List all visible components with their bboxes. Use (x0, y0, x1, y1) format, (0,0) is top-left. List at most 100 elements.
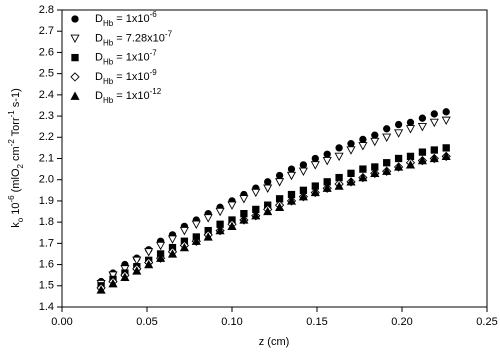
data-point (441, 151, 451, 161)
data-point (383, 125, 391, 133)
data-point (322, 183, 332, 192)
data-point (299, 161, 308, 169)
data-point (346, 146, 356, 155)
data-point (191, 220, 201, 230)
data-point (417, 155, 427, 165)
data-point (263, 206, 273, 216)
data-point (275, 178, 285, 187)
y-tick-label: 1.6 (39, 258, 54, 270)
data-point (264, 178, 272, 186)
data-point (310, 187, 320, 197)
legend-label: DHb = 1x10-6 (95, 10, 157, 28)
data-point (347, 169, 355, 177)
data-point (359, 135, 367, 144)
x-tick-label: 0.25 (476, 316, 497, 328)
data-point (441, 116, 451, 126)
legend-label: DHb = 1x10-7 (95, 48, 157, 66)
y-tick-label: 2.6 (39, 46, 54, 58)
data-point (251, 211, 261, 220)
data-point (144, 259, 154, 269)
legend-marker (70, 72, 80, 82)
data-point (156, 253, 166, 262)
y-tick-label: 2.3 (39, 110, 54, 122)
data-point (132, 266, 142, 275)
data-point (167, 249, 178, 258)
data-point (227, 201, 237, 210)
legend-label: DHb = 1x10-12 (95, 87, 162, 105)
legend-label: DHb = 7.28x10-7 (95, 29, 173, 47)
data-point (347, 139, 355, 148)
data-point (108, 278, 118, 288)
x-tick-label: 0.05 (136, 316, 157, 328)
data-point (346, 177, 356, 186)
data-point (310, 161, 320, 170)
data-point (251, 188, 261, 198)
data-point (358, 142, 368, 151)
y-tick-label: 1.5 (39, 280, 54, 292)
data-point (96, 285, 106, 294)
data-point (394, 129, 404, 138)
y-tick-label: 1.9 (39, 195, 54, 207)
legend-marker (71, 15, 79, 23)
y-tick-label: 2.1 (39, 152, 54, 164)
y-tick-label: 2.4 (39, 89, 54, 101)
data-point (203, 214, 213, 223)
data-point (132, 256, 142, 266)
data-point (417, 123, 427, 132)
y-tick-label: 2.2 (39, 131, 54, 143)
data-point (323, 150, 331, 158)
data-point (298, 167, 308, 176)
data-point (275, 171, 284, 180)
data-point (359, 165, 367, 173)
legend-marker (70, 91, 80, 100)
data-point (311, 154, 319, 163)
y-tick-label: 2.8 (39, 4, 54, 16)
data-point (179, 242, 189, 252)
data-point (370, 137, 380, 147)
legend-label: DHb = 1x10-9 (95, 68, 157, 86)
data-point (418, 148, 427, 156)
data-point (287, 165, 296, 173)
data-point (394, 162, 404, 171)
data-point (179, 226, 189, 236)
data-point (370, 168, 380, 178)
data-point (227, 221, 237, 231)
data-point (406, 118, 415, 127)
data-point (286, 171, 297, 181)
data-point (334, 181, 344, 190)
data-point (120, 272, 130, 281)
data-point (286, 196, 297, 205)
data-point (239, 215, 249, 224)
data-point (383, 159, 391, 167)
data-point (167, 235, 178, 244)
x-tick-label: 0.10 (221, 316, 242, 328)
y-tick-label: 2.0 (39, 174, 54, 186)
legend-marker (71, 53, 79, 62)
data-point (382, 133, 392, 143)
data-point (442, 144, 450, 152)
legend-marker (70, 34, 80, 44)
x-tick-label: 0.00 (51, 316, 72, 328)
data-point (275, 202, 285, 211)
data-point (405, 125, 416, 134)
data-point (108, 271, 118, 280)
data-point (263, 184, 273, 193)
data-point (298, 191, 308, 201)
data-point (203, 232, 213, 241)
data-point (430, 110, 438, 118)
data-point (442, 108, 450, 116)
data-point (215, 225, 225, 235)
data-point (215, 207, 225, 217)
y-tick-label: 2.7 (39, 25, 54, 37)
data-point (156, 241, 166, 251)
data-point (334, 152, 344, 162)
y-tick-label: 1.4 (39, 301, 54, 313)
data-point (239, 195, 249, 204)
data-point (371, 131, 379, 139)
x-tick-label: 0.15 (306, 316, 327, 328)
data-point (120, 265, 130, 274)
data-point (429, 153, 439, 163)
data-point (418, 114, 427, 122)
data-point (191, 236, 201, 245)
